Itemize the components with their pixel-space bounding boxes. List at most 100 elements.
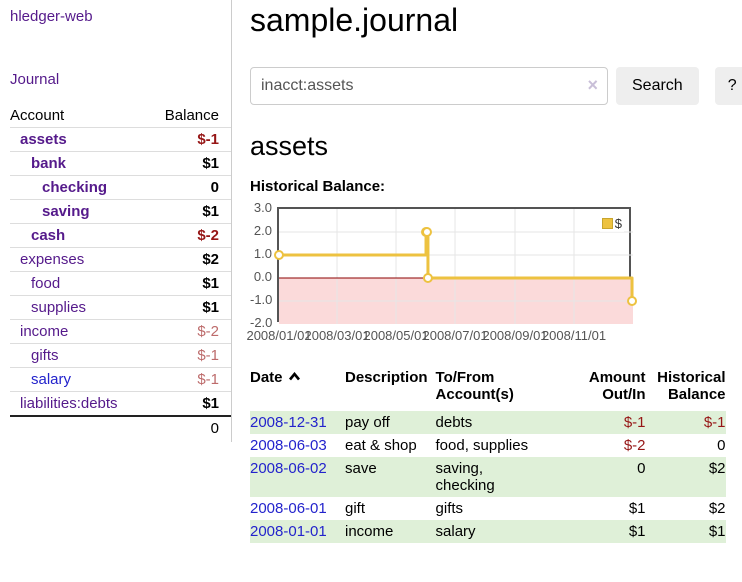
- account-balance: $-2: [146, 319, 231, 344]
- transaction-row: 2008-06-01 gift gifts $1 $2: [250, 497, 726, 520]
- account-link-supplies[interactable]: supplies: [31, 299, 87, 316]
- y-axis-tick-label: 3.0: [253, 200, 272, 215]
- account-name-cell: liabilities:debts: [10, 392, 147, 417]
- txn-accounts: saving, checking: [435, 460, 495, 494]
- transaction-row: 2008-06-03 eat & shop food, supplies $-2 0: [250, 434, 726, 457]
- txn-balance: $2: [708, 500, 726, 517]
- account-heading: assets: [250, 131, 329, 161]
- account-link-saving[interactable]: saving: [42, 203, 90, 220]
- account-balance: $-1: [146, 127, 231, 152]
- txn-amount: $1: [628, 523, 646, 540]
- transaction-row: 2008-06-02 save saving, checking 0 $2: [250, 457, 726, 497]
- txn-date-link[interactable]: 2008-01-01: [250, 523, 327, 540]
- accounts-header-balance: Balance: [146, 104, 231, 128]
- accounts-total-spacer: [10, 415, 147, 440]
- search-input[interactable]: [250, 67, 608, 105]
- account-name-cell: income: [10, 319, 147, 344]
- account-link-liabilities-debts[interactable]: liabilities:debts: [20, 395, 118, 412]
- historical-balance-chart[interactable]: $ 3.0 2.0 1.0 0.0 -1.0 -2.0 2008/01/01 2008/03/…: [246, 200, 680, 347]
- account-name-cell: salary: [10, 367, 147, 392]
- accounts-table: Account Balance assets $-1 bank $1 checking 0…: [10, 104, 231, 440]
- help-button[interactable]: ?: [714, 67, 742, 105]
- txn-amount: $-2: [623, 437, 646, 454]
- app-title-link[interactable]: hledger-web: [10, 8, 93, 25]
- chart-plot-area[interactable]: $: [274, 207, 638, 324]
- account-row: supplies $1: [10, 295, 231, 320]
- transaction-row: 2008-12-31 pay off debts $-1 $-1: [250, 411, 726, 434]
- register-header-amount: Amount Out/In: [588, 369, 646, 403]
- txn-balance: $2: [708, 460, 726, 477]
- account-row: liabilities:debts $1: [10, 392, 231, 417]
- txn-date-link[interactable]: 2008-12-31: [250, 414, 327, 431]
- chart-canvas: [274, 209, 638, 324]
- account-link-checking[interactable]: checking: [42, 179, 108, 196]
- account-balance: $-1: [146, 343, 231, 368]
- accounts-header-account: Account: [10, 104, 147, 128]
- txn-amount: $-1: [623, 414, 646, 431]
- x-axis-tick-label: 2008/09/01: [482, 328, 548, 343]
- x-axis-tick-label: 2008/03/01: [304, 328, 370, 343]
- register-header-accounts: To/From Account(s): [435, 369, 514, 403]
- account-link-gifts[interactable]: gifts: [31, 347, 59, 364]
- account-link-salary[interactable]: salary: [31, 371, 72, 388]
- txn-description: pay off: [345, 414, 390, 431]
- y-axis-tick-label: -1.0: [250, 292, 273, 307]
- txn-description: save: [345, 460, 377, 477]
- account-row: gifts $-1: [10, 343, 231, 368]
- account-link-food[interactable]: food: [31, 275, 61, 292]
- register-header-date[interactable]: Date: [250, 367, 345, 411]
- accounts-total-row: 0: [10, 415, 231, 440]
- account-name-cell: saving: [10, 199, 147, 224]
- txn-accounts: food, supplies: [435, 437, 529, 454]
- app-layout: hledger-web Journal Account Balance asse…: [10, 0, 742, 543]
- account-link-expenses[interactable]: expenses: [20, 251, 85, 268]
- account-balance: $1: [146, 295, 231, 320]
- account-link-bank[interactable]: bank: [31, 155, 67, 172]
- account-row: assets $-1: [10, 127, 231, 152]
- txn-accounts: salary: [435, 523, 476, 540]
- txn-description: gift: [345, 500, 366, 517]
- account-name-cell: gifts: [10, 343, 147, 368]
- account-name-cell: expenses: [10, 247, 147, 272]
- account-row: food $1: [10, 271, 231, 296]
- y-axis-tick-label: 1.0: [253, 246, 272, 261]
- main-panel: sample.journal × Search ? assets Histori…: [232, 0, 742, 543]
- account-balance: $2: [146, 247, 231, 272]
- sidebar-item-journal[interactable]: Journal: [10, 71, 60, 88]
- chart-legend: $: [599, 215, 624, 232]
- chart-title: Historical Balance:: [250, 178, 386, 195]
- account-link-cash[interactable]: cash: [31, 227, 66, 244]
- txn-accounts: debts: [435, 414, 473, 431]
- account-row: salary $-1: [10, 367, 231, 392]
- page-title: sample.journal: [250, 2, 459, 38]
- account-row: saving $1: [10, 199, 231, 224]
- txn-balance: $-1: [703, 414, 726, 431]
- account-balance: 0: [146, 175, 231, 200]
- account-link-assets[interactable]: assets: [20, 131, 67, 148]
- x-axis-tick-label: 2008/01/01: [246, 328, 312, 343]
- txn-description: eat & shop: [345, 437, 417, 454]
- account-name-cell: supplies: [10, 295, 147, 320]
- txn-accounts: gifts: [435, 500, 464, 517]
- account-balance: $1: [146, 151, 231, 176]
- account-balance: $1: [202, 395, 219, 412]
- txn-description: income: [345, 523, 394, 540]
- txn-amount: $1: [628, 500, 646, 517]
- account-balance: $-1: [146, 367, 231, 392]
- account-name-cell: food: [10, 271, 147, 296]
- txn-date-link[interactable]: 2008-06-02: [250, 460, 327, 477]
- search-button[interactable]: Search: [616, 67, 699, 105]
- account-link-income[interactable]: income: [20, 323, 69, 340]
- account-name-cell: checking: [10, 175, 147, 200]
- account-balance: $1: [146, 271, 231, 296]
- txn-date-link[interactable]: 2008-06-01: [250, 500, 327, 517]
- txn-date-cell: 2008-06-02: [250, 457, 345, 497]
- account-row: expenses $2: [10, 247, 231, 272]
- txn-date-link[interactable]: 2008-06-03: [250, 437, 327, 454]
- x-axis-tick-label: 2008/11/01: [541, 328, 607, 343]
- account-row: checking 0: [10, 175, 231, 200]
- search-box: ×: [250, 67, 608, 105]
- clear-search-icon[interactable]: ×: [587, 75, 598, 95]
- register-header-description: Description: [345, 369, 428, 386]
- y-axis-tick-label: 2.0: [253, 223, 272, 238]
